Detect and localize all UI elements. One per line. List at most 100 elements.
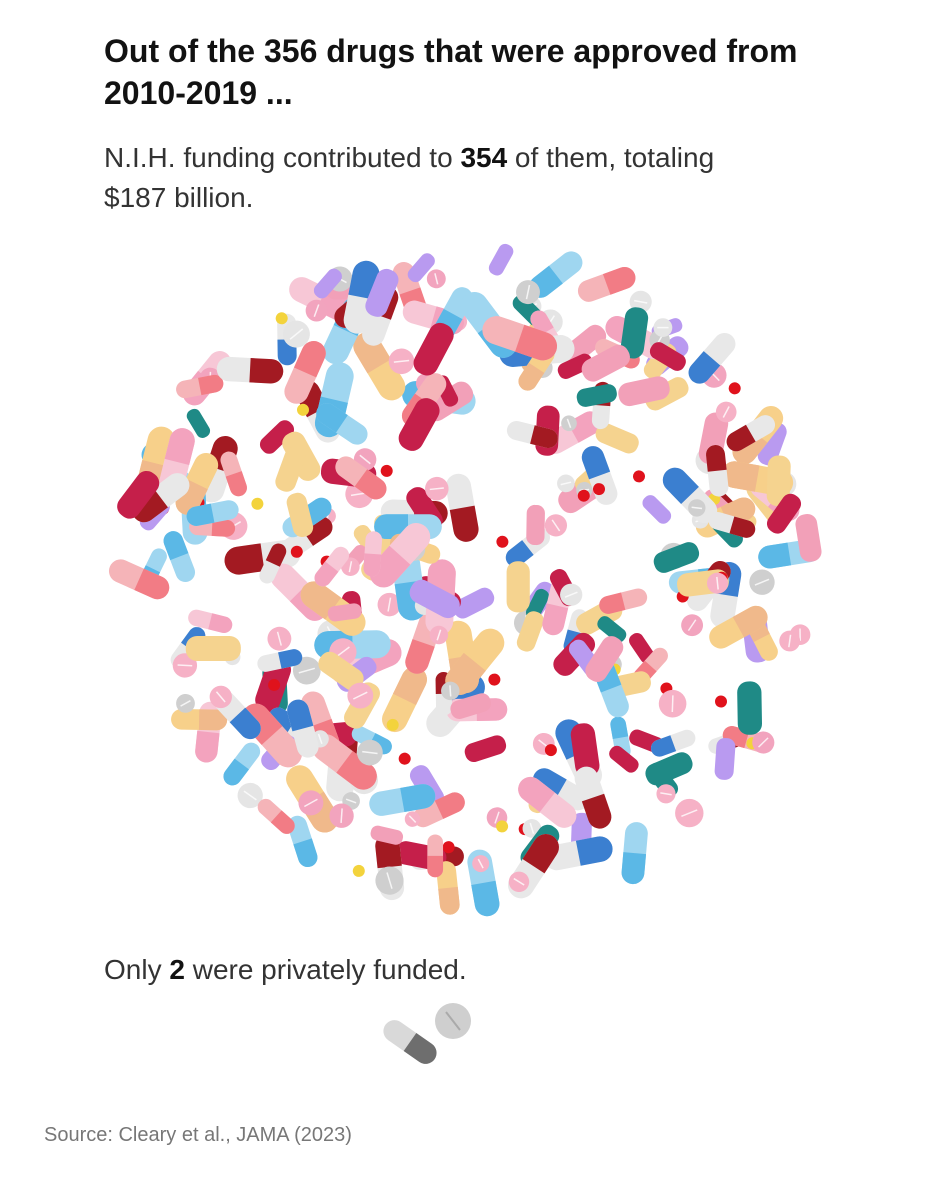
dot-pill	[275, 312, 288, 325]
pill	[581, 344, 630, 382]
subtitle-text: of them, totaling $187 billion.	[104, 142, 715, 213]
capsule-cap	[706, 445, 727, 472]
pill	[557, 353, 593, 379]
pill	[297, 403, 309, 416]
score-line	[177, 664, 193, 667]
capsule-cap	[195, 730, 220, 763]
dot-pill	[496, 820, 509, 833]
pill	[327, 603, 362, 622]
pill	[653, 542, 700, 573]
pill	[488, 243, 514, 276]
pill	[413, 792, 465, 828]
score-line	[429, 487, 444, 491]
capsule-cap	[134, 568, 170, 600]
capsule-cap	[427, 855, 444, 878]
capsule-cap	[314, 561, 339, 587]
pill-cloud	[108, 243, 822, 917]
pill	[532, 768, 590, 811]
oval-tablet	[714, 737, 736, 780]
oval-tablet	[318, 651, 364, 691]
score-line	[352, 691, 368, 700]
score-line	[434, 273, 439, 285]
pill	[681, 614, 704, 637]
capsule-cap	[518, 776, 555, 813]
capsule-cap	[374, 514, 408, 540]
pill	[407, 253, 435, 283]
oval-tablet	[766, 455, 791, 507]
score-line	[335, 646, 350, 658]
dot-pill	[496, 535, 509, 548]
score-line	[180, 700, 191, 707]
dot-pill	[297, 403, 309, 416]
pill	[275, 312, 288, 325]
capsule-cap	[581, 446, 611, 480]
score-line	[691, 506, 703, 510]
oval-tablet	[286, 492, 314, 537]
score-line	[671, 695, 674, 713]
pill	[329, 803, 354, 828]
pill	[284, 341, 326, 404]
capsule-cap	[316, 403, 348, 433]
pill	[429, 625, 449, 645]
capsule-cap	[265, 543, 287, 567]
pill	[766, 455, 791, 507]
capsule-cap	[293, 838, 318, 868]
capsule-cap	[208, 613, 233, 633]
pill	[574, 766, 612, 829]
dot-pill	[715, 695, 727, 708]
capsule-cap	[354, 469, 387, 500]
pill	[352, 864, 365, 877]
score-line	[513, 877, 525, 886]
oval-tablet	[620, 307, 649, 359]
pill	[518, 776, 577, 828]
pill	[131, 473, 190, 523]
pill	[563, 324, 607, 364]
oval-tablet	[597, 616, 627, 643]
score-line	[345, 798, 357, 804]
pill	[176, 374, 224, 399]
oval-tablet	[595, 423, 639, 454]
grey-capsule	[383, 1020, 437, 1064]
score-line	[716, 576, 719, 590]
score-line	[313, 304, 320, 317]
pill	[577, 489, 590, 502]
pill	[649, 342, 686, 371]
dot-pill	[488, 673, 501, 686]
score-line	[289, 328, 304, 340]
pill	[251, 497, 264, 510]
capsule-cap	[287, 699, 314, 732]
private-note: Only 2 were privately funded.	[104, 950, 467, 990]
oval-tablet	[370, 825, 404, 845]
dot-pill	[633, 470, 645, 483]
pill	[313, 268, 342, 299]
capsule-cap	[758, 542, 792, 569]
pill	[365, 268, 399, 317]
oval-tablet	[642, 495, 672, 524]
dot-pill	[593, 483, 605, 496]
pill	[335, 456, 387, 500]
pill	[585, 636, 624, 682]
pill	[544, 836, 613, 871]
oval-tablet	[629, 633, 655, 664]
pill	[779, 630, 801, 652]
score-line	[681, 809, 698, 817]
pill	[752, 731, 775, 754]
score-line	[566, 418, 572, 428]
note-text: Only	[104, 954, 170, 985]
oval-tablet	[649, 342, 686, 371]
oval-tablet	[398, 398, 440, 451]
pill	[237, 782, 263, 809]
pill	[388, 348, 415, 375]
pill	[363, 531, 383, 577]
score-line	[758, 737, 769, 748]
pill	[728, 382, 741, 395]
oval-tablet	[757, 421, 787, 466]
pill	[305, 299, 328, 322]
score-line	[634, 299, 648, 304]
pill	[544, 744, 557, 757]
capsule-cap	[223, 758, 249, 786]
pill	[316, 403, 368, 445]
pill	[708, 511, 756, 538]
score-line	[436, 629, 442, 641]
oval-tablet	[609, 745, 639, 773]
